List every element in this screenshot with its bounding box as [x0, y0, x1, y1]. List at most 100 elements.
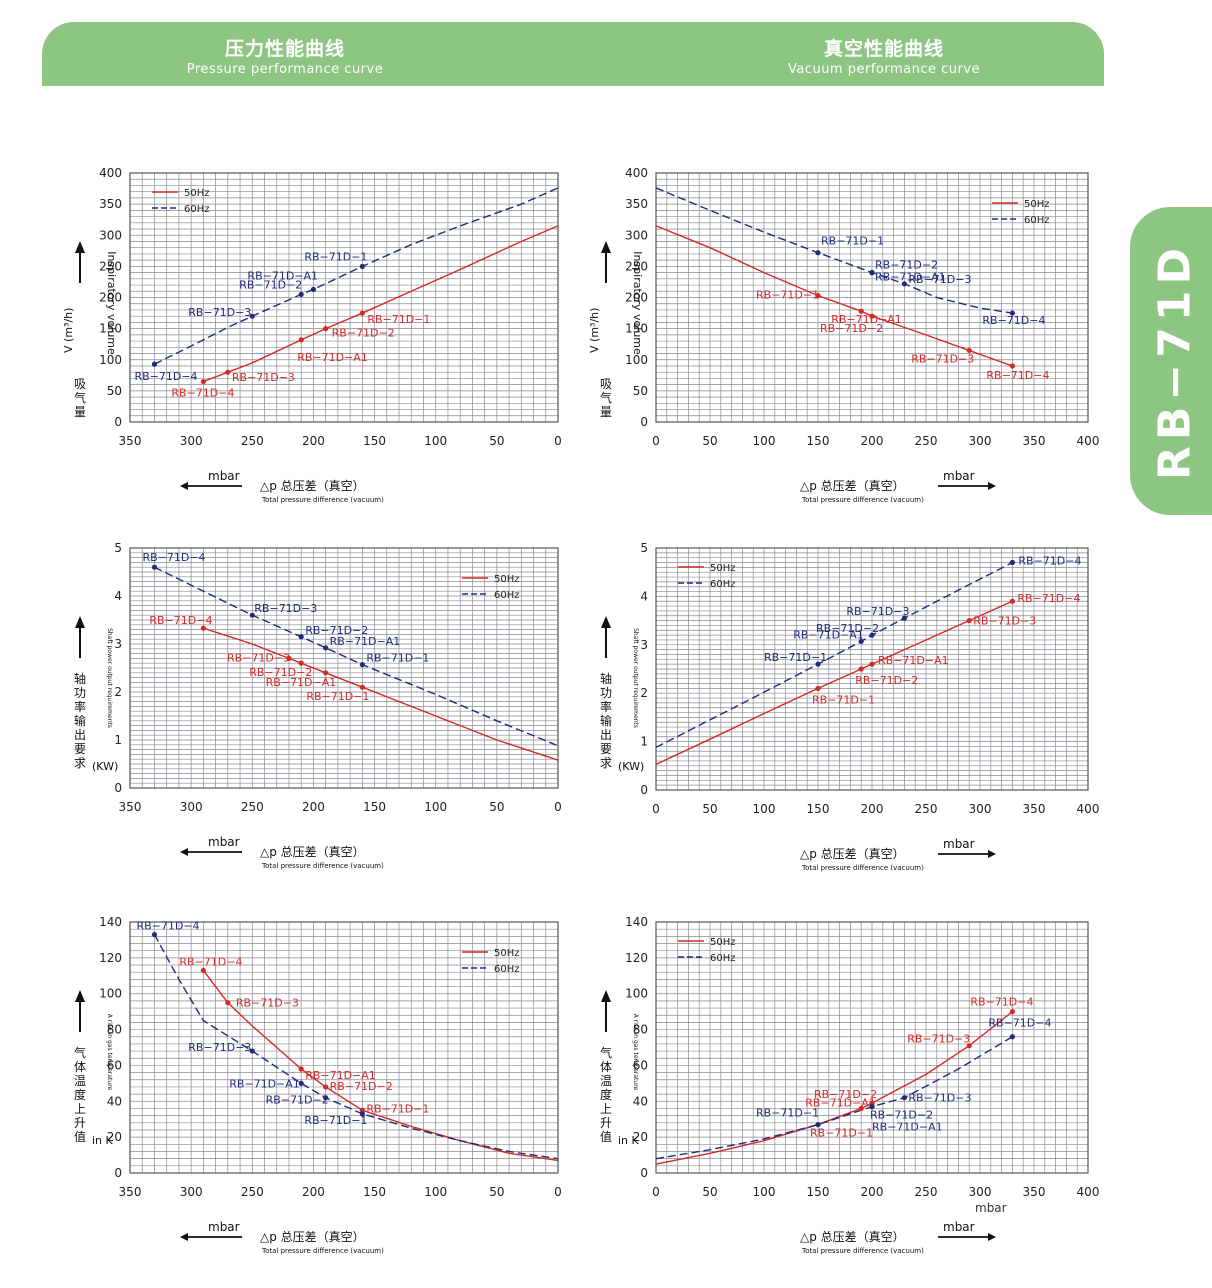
x-tick-label: 300: [180, 434, 203, 448]
y-tick-label: 100: [99, 987, 122, 1001]
plot-frame: [129, 547, 559, 789]
legend-label-hz60: 60Hz: [494, 590, 520, 601]
y-tick-label: 0: [114, 415, 122, 429]
x-tick-label: 250: [241, 800, 264, 814]
y-tick-label: 400: [99, 166, 122, 180]
y-label-cn: 气体温度上升值: [74, 1045, 86, 1144]
y-label-en: Inspiratory volume: [631, 251, 644, 355]
point-label: RB−71D−A1: [805, 1096, 876, 1109]
point-label: RB−71D−2: [870, 1109, 933, 1122]
y-label-en: Shaft power output requirements: [632, 628, 639, 728]
point-label: RB−71D−4: [134, 370, 197, 383]
legend-label-hz50: 50Hz: [710, 937, 736, 948]
point-label: RB−71D−1: [367, 313, 430, 326]
x-tick-label: 200: [861, 1185, 884, 1199]
y-tick-label: 0: [640, 415, 648, 429]
y-tick-label: 4: [114, 589, 122, 603]
x-axis-label: △p 总压差（真空） Total pressure difference (vac…: [800, 837, 996, 872]
y-axis-arrowhead: [75, 616, 85, 628]
point-label: RB−71D−4: [142, 551, 205, 564]
y-tick-label: 40: [107, 1094, 122, 1108]
x-unit: mbar: [943, 469, 975, 483]
x-tick-label: 100: [753, 802, 776, 816]
data-point: [359, 1107, 365, 1113]
y-label-unit: (KW): [618, 760, 644, 773]
x-tick-label: 250: [241, 1185, 264, 1199]
x-tick-label: 200: [302, 800, 325, 814]
point-label: RB−71D−3: [846, 605, 909, 618]
data-point: [1009, 559, 1016, 566]
x-tick-label: 200: [302, 434, 325, 448]
data-point: [869, 1100, 875, 1106]
data-point: [815, 661, 821, 667]
point-label: RB−71D−A1: [330, 635, 401, 648]
point-label: RB−71D−A1: [872, 1121, 943, 1134]
y-label-cn: 气体温度上升值: [600, 1045, 612, 1144]
data-point: [151, 564, 158, 570]
y-tick-label: 2: [640, 686, 648, 700]
x-tick-label: 0: [652, 1185, 660, 1199]
x-label-cn: △p 总压差（真空）: [260, 1230, 365, 1244]
x-tick-label: 150: [363, 800, 386, 814]
point-label: RB−71D−4: [982, 314, 1045, 327]
point-label: RB−71D−A1: [878, 654, 949, 667]
x-label-cn: △p 总压差（真空）: [800, 479, 905, 493]
x-tick-label: 150: [363, 1185, 386, 1199]
data-point: [1009, 1034, 1016, 1040]
vacuum-curve-heading: 真空性能曲线 Vacuum performance curve: [758, 34, 1010, 77]
x-tick-label: 350: [1023, 1185, 1046, 1199]
x-tick-label: 300: [969, 802, 992, 816]
data-point: [1009, 310, 1016, 316]
x-axis-arrowhead: [988, 482, 996, 490]
data-point: [323, 1095, 329, 1101]
point-label: RB−71D−4: [1017, 592, 1080, 605]
point-label: RB−71D−3: [907, 1033, 970, 1046]
x-tick-label: 250: [915, 802, 938, 816]
point-label: RB−71D−1: [756, 1107, 819, 1120]
x-tick-label: 150: [807, 434, 830, 448]
y-tick-label: 100: [625, 353, 648, 367]
data-point: [869, 632, 875, 638]
x-tick-label: 150: [807, 802, 830, 816]
y-axis-label: 吸气量 V (m³/h) Inspiratory volume: [62, 241, 118, 419]
data-point: [1009, 1009, 1016, 1015]
point-label: RB−71D−2: [249, 666, 312, 679]
y-tick-label: 350: [99, 197, 122, 211]
data-point: [298, 634, 304, 640]
legend-label-hz60: 60Hz: [1024, 215, 1050, 226]
data-point: [1009, 598, 1016, 604]
x-tick-label: 300: [969, 1185, 992, 1199]
x-tick-label: 400: [1077, 1185, 1100, 1199]
chart-pressure-power: 350 300 250 200 150 100 50 0 0 1 2 3 4 5 轴功率输出要求 (KW) Sh…: [74, 541, 562, 870]
y-label-cn: 轴功率输出要求: [600, 671, 612, 770]
x-tick-label: 300: [180, 800, 203, 814]
x-tick-label: 200: [861, 434, 884, 448]
y-label-en: Shaft power output requirements: [106, 628, 113, 728]
y-label-unit: V (m³/h): [588, 308, 601, 353]
data-point: [1009, 363, 1016, 369]
y-label-en: Inspiratory volume: [105, 251, 118, 355]
y-tick-label: 50: [107, 384, 122, 398]
point-label: RB−71D−3: [911, 352, 974, 365]
point-label: RB−71D−4: [171, 387, 234, 400]
x-axis-label: mbar △p 总压差（真空） Total pressure difference …: [180, 469, 384, 504]
x-tick-label: 0: [554, 434, 562, 448]
y-tick-label: 120: [625, 951, 648, 965]
x-label-cn: △p 总压差（真空）: [260, 479, 365, 493]
y-tick-label: 1: [114, 733, 122, 747]
data-point: [815, 293, 821, 299]
data-point: [298, 291, 304, 297]
grid: [130, 173, 558, 422]
x-tick-label: 50: [702, 802, 717, 816]
y-tick-label: 1: [640, 735, 648, 749]
y-tick-label: 300: [625, 228, 648, 242]
data-point: [323, 326, 329, 332]
point-label: RB−71D−3: [254, 602, 317, 615]
legend-label-hz60: 60Hz: [494, 964, 520, 975]
y-tick-label: 200: [625, 291, 648, 305]
y-tick-label: 140: [625, 915, 648, 929]
series-line-50hz: [203, 627, 559, 761]
y-axis-arrowhead: [75, 241, 85, 253]
legend-label-hz60: 60Hz: [184, 204, 210, 215]
y-axis-label: 气体温度上升值 in K A rise in gas temperature: [74, 990, 114, 1147]
